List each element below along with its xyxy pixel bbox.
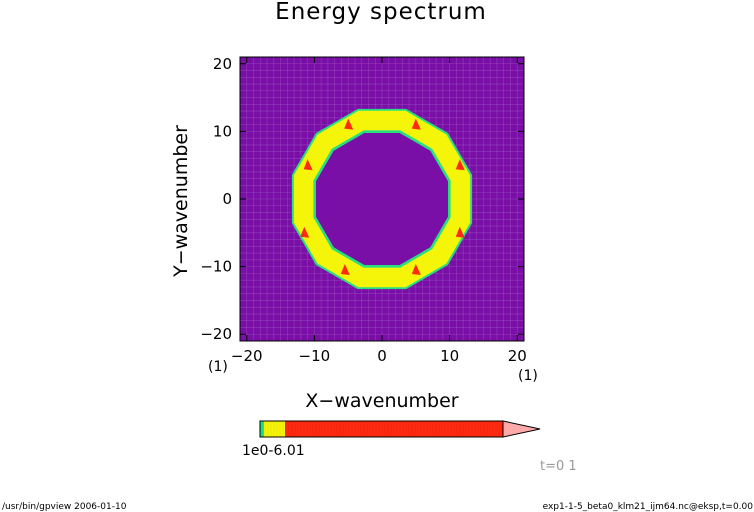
footer-left: /usr/bin/gpview 2006-01-10 [2, 502, 127, 512]
colorbar-segment-red [285, 421, 503, 437]
x-unit-right: (1) [518, 368, 538, 384]
colorbar-frame [259, 420, 504, 438]
y-axis-label: Y−wavenumber [170, 125, 192, 278]
x-tick-label: 10 [440, 347, 459, 365]
y-tick-label: 10 [213, 122, 232, 140]
x-tick-label: 20 [508, 347, 527, 365]
colorbar-segment-green [260, 421, 264, 437]
ring-hole [316, 133, 448, 265]
red-spot [411, 118, 421, 130]
y-axis: −20 −10 0 10 20 [200, 55, 524, 343]
y-tick-label: −10 [200, 258, 232, 276]
colorbar-labels: 1e0-6.01 [242, 443, 305, 459]
x-axis: −20 −10 0 10 20 [231, 57, 527, 365]
x-tick-label: 0 [377, 347, 387, 365]
red-spot [340, 264, 350, 275]
red-spots [300, 118, 465, 275]
footer-right: exp1-1-5_beta0_klm21_ijm64.nc@eksp,t=0.0… [543, 502, 754, 512]
red-spot [455, 159, 465, 171]
red-spot [300, 226, 310, 238]
x-axis-label: X−wavenumber [305, 390, 458, 412]
red-spot [411, 264, 421, 275]
y-tick-label: 20 [213, 55, 232, 73]
chart-title: Energy spectrum [275, 0, 487, 25]
plot-area [239, 56, 525, 342]
red-spot [455, 226, 465, 238]
colorbar: 1e0-6.01 [242, 420, 541, 459]
colorbar-extend-arrow [502, 420, 541, 438]
time-info: t=0 1 [540, 459, 577, 474]
y-tick-label: −20 [200, 325, 232, 343]
colorbar-segment-yellow [264, 421, 285, 437]
x-tick-label: −10 [299, 347, 331, 365]
y-tick-label: 0 [222, 190, 232, 208]
red-spot [344, 118, 354, 130]
x-tick-label: −20 [231, 347, 263, 365]
colorbar-hatch [261, 421, 503, 437]
x-unit-left: (1) [208, 359, 228, 375]
red-spot [303, 159, 313, 171]
